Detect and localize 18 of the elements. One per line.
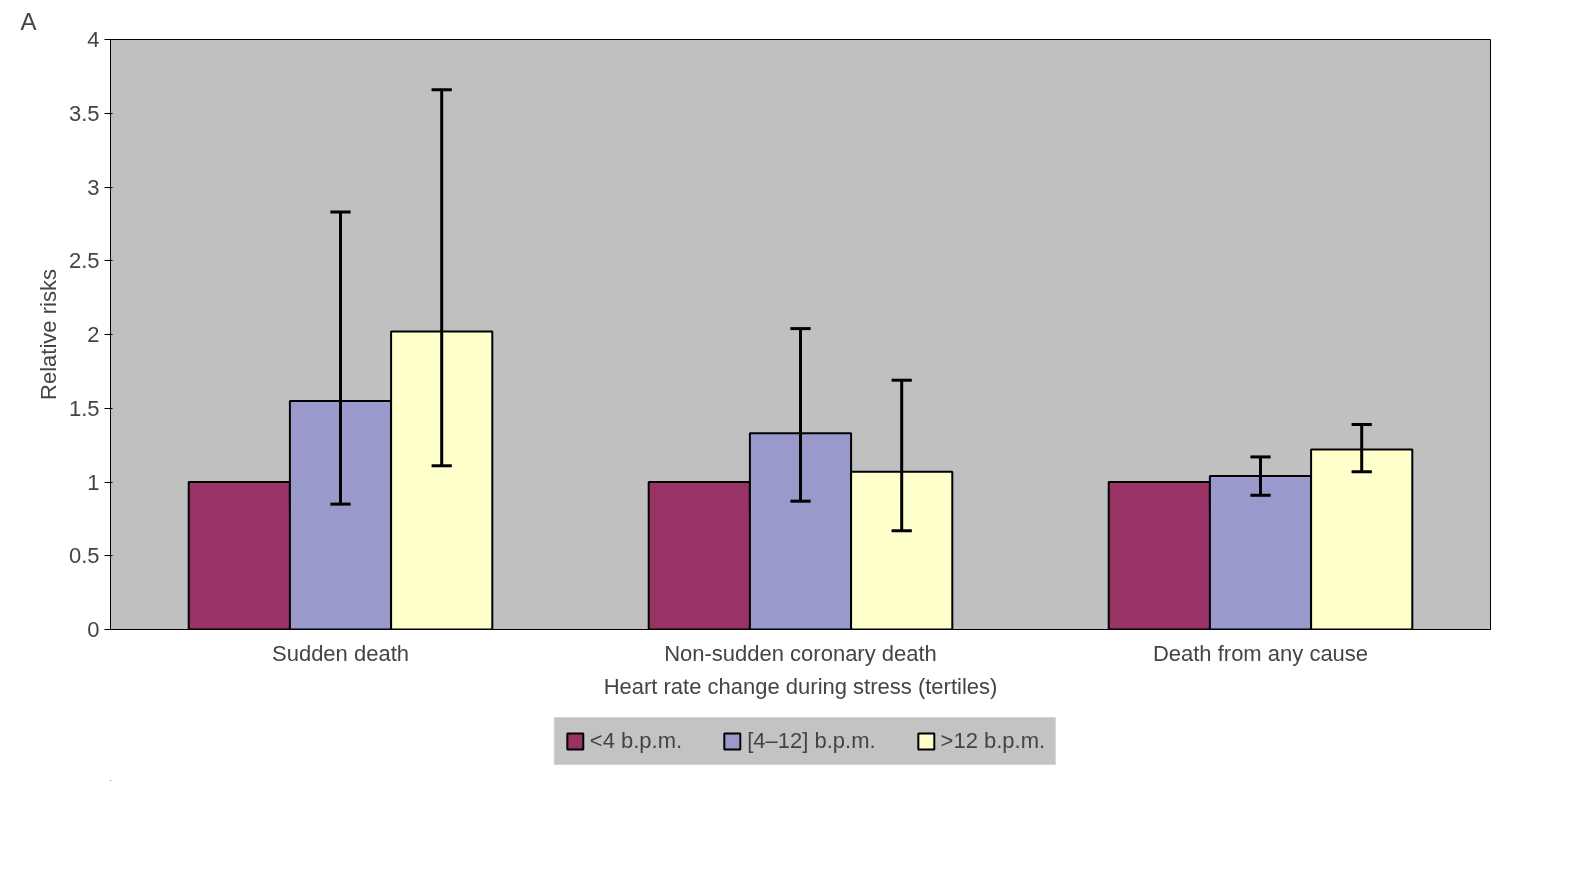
legend-label: <4 b.p.m.: [589, 728, 683, 754]
text: A: [20, 7, 37, 35]
y-axis-title: Relative risks: [35, 269, 61, 400]
y-tick-label: 2: [87, 322, 100, 347]
y-tick-label: 0.5: [68, 543, 100, 569]
legend-label: >12 b.p.m.: [940, 728, 1046, 754]
y-tick-label: 1: [87, 469, 100, 495]
y-tick-label: 0: [87, 617, 100, 642]
legend-label: [4–12] b.p.m.: [747, 728, 876, 754]
y-tick-label: 4: [87, 27, 100, 52]
x-tick-label: Sudden death: [271, 640, 410, 666]
x-tick-label: Non-sudden coronary death: [664, 640, 937, 666]
x-tick-label: Death from any cause: [1152, 640, 1369, 666]
y-tick-label: 2.5: [68, 248, 100, 274]
y-tick-label: 1.5: [68, 395, 100, 421]
x-axis-title: Heart rate change during stress (tertiles): [603, 673, 998, 699]
y-tick-label: 3: [87, 174, 100, 200]
y-tick-label: 3.5: [68, 100, 100, 126]
